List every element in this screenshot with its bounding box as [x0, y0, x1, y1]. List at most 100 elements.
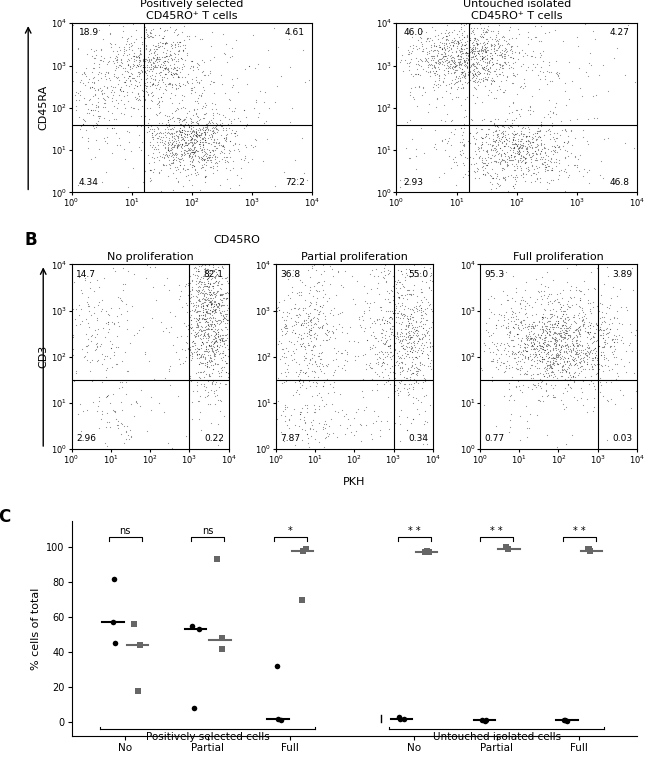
- Point: [504, 99, 514, 112]
- Point: [155, 127, 166, 140]
- Point: [68, 17, 78, 29]
- Point: [129, 72, 140, 84]
- Point: [155, 81, 166, 93]
- Point: [296, 443, 307, 455]
- Point: [499, 52, 510, 64]
- Point: [455, 34, 465, 46]
- Point: [527, 136, 538, 149]
- Point: [462, 52, 473, 64]
- Point: [563, 371, 573, 384]
- Point: [122, 420, 132, 432]
- Point: [374, 429, 385, 442]
- Point: [558, 330, 568, 343]
- Point: [199, 281, 209, 293]
- Point: [218, 332, 228, 344]
- Point: [109, 349, 120, 361]
- Point: [312, 312, 322, 324]
- Point: [159, 54, 170, 67]
- Point: [549, 356, 559, 369]
- Point: [590, 350, 600, 363]
- Point: [221, 271, 231, 284]
- Point: [198, 133, 208, 146]
- Point: [596, 359, 606, 371]
- Point: [544, 125, 554, 137]
- Point: [198, 281, 208, 294]
- Point: [486, 149, 497, 161]
- Point: [178, 43, 188, 56]
- Point: [95, 82, 105, 95]
- Point: [145, 139, 155, 151]
- Point: [484, 62, 495, 74]
- Point: [490, 135, 501, 147]
- Point: [68, 375, 79, 388]
- Point: [142, 425, 153, 437]
- Point: [270, 318, 281, 330]
- Point: [431, 56, 441, 68]
- Point: [311, 333, 322, 346]
- Point: [166, 67, 177, 80]
- Point: [495, 143, 505, 155]
- Point: [584, 177, 595, 190]
- Point: [480, 38, 490, 50]
- Point: [476, 73, 486, 85]
- Point: [285, 374, 295, 386]
- Point: [554, 72, 564, 84]
- Point: [551, 55, 562, 67]
- Point: [578, 347, 588, 360]
- Point: [480, 46, 490, 59]
- Point: [428, 317, 438, 329]
- Point: [468, 74, 478, 87]
- Point: [551, 332, 561, 344]
- Point: [187, 126, 198, 138]
- Point: [217, 334, 228, 346]
- Point: [402, 321, 413, 333]
- Point: [135, 46, 146, 59]
- Point: [145, 56, 155, 68]
- Point: [516, 169, 526, 181]
- Point: [107, 91, 118, 104]
- Point: [189, 336, 200, 349]
- Point: [497, 59, 508, 71]
- Point: [162, 139, 173, 151]
- Point: [436, 53, 446, 66]
- Point: [593, 324, 603, 336]
- Point: [491, 360, 501, 373]
- Point: [114, 319, 124, 332]
- Point: [90, 344, 100, 357]
- Point: [206, 133, 216, 145]
- Point: [192, 348, 203, 360]
- Point: [186, 152, 196, 164]
- Point: [184, 274, 194, 287]
- Point: [185, 82, 196, 95]
- Point: [81, 124, 91, 136]
- Point: [142, 126, 153, 138]
- Point: [95, 340, 105, 353]
- Point: [144, 17, 154, 29]
- Point: [77, 405, 88, 418]
- Point: [164, 92, 175, 105]
- Point: [564, 345, 574, 357]
- Point: [213, 285, 224, 298]
- Point: [456, 122, 467, 134]
- Point: [294, 327, 305, 339]
- Point: [120, 153, 130, 165]
- Point: [417, 38, 427, 50]
- Point: [157, 31, 168, 43]
- Point: [214, 381, 224, 394]
- Point: [535, 367, 545, 379]
- Point: [560, 122, 571, 135]
- Point: [514, 345, 525, 357]
- Point: [209, 353, 219, 366]
- Point: [543, 295, 553, 308]
- Point: [214, 330, 225, 343]
- Point: [294, 288, 304, 301]
- Point: [552, 374, 563, 386]
- Point: [152, 143, 162, 155]
- Point: [122, 17, 132, 29]
- Point: [424, 70, 435, 82]
- Point: [484, 56, 494, 68]
- Point: [401, 142, 411, 154]
- Point: [185, 349, 195, 361]
- Point: [537, 311, 547, 323]
- Point: [204, 339, 214, 352]
